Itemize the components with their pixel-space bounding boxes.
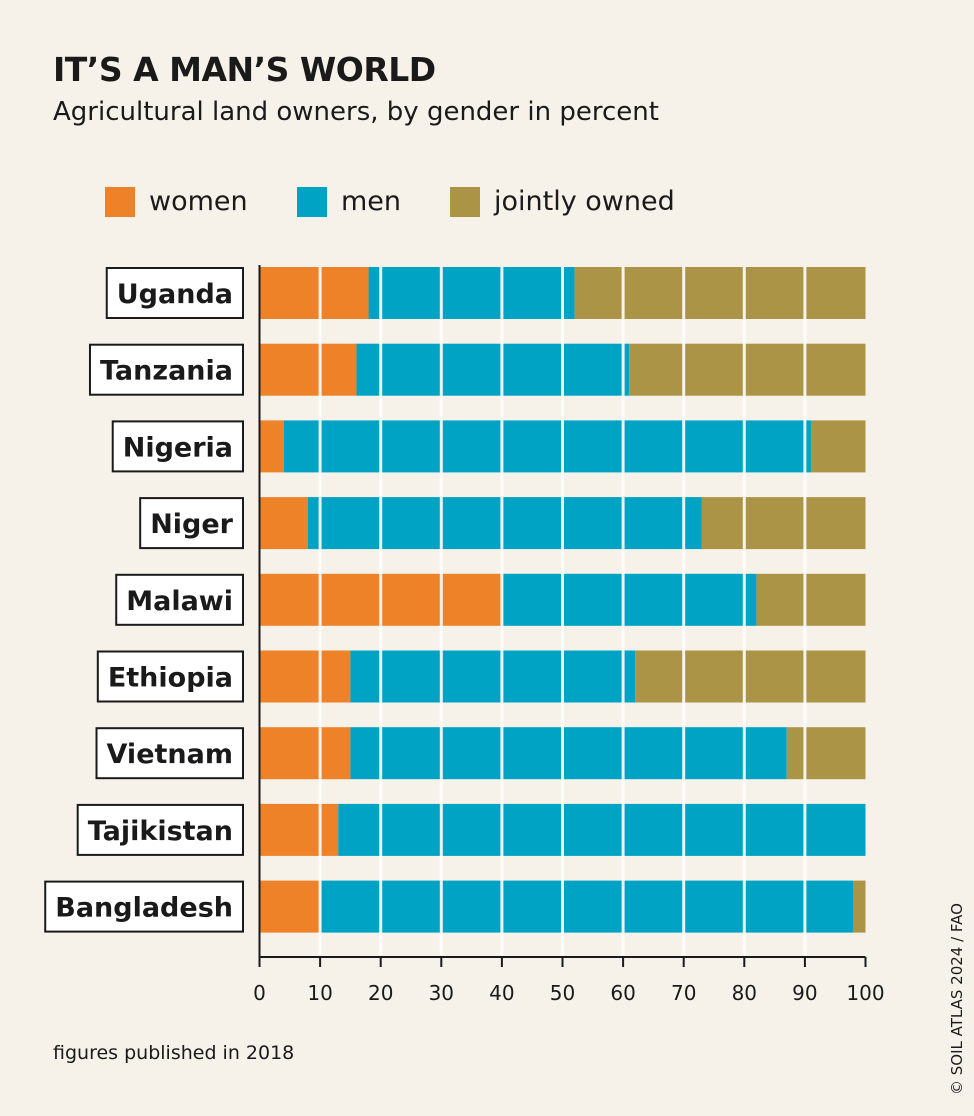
- category-label-box-uganda: [105, 267, 244, 319]
- bar-jointly-owned-vietnam: [786, 727, 866, 780]
- x-tick-label-50: 50: [550, 981, 575, 1005]
- bar-men-tajikistan: [338, 803, 866, 856]
- bar-men-nigeria: [283, 420, 811, 473]
- x-tick-label-70: 70: [671, 981, 696, 1005]
- bar-jointly-owned-bangladesh: [853, 880, 866, 933]
- legend-swatch-jointly-owned: [450, 186, 480, 217]
- bar-men-bangladesh: [320, 880, 854, 933]
- category-label-box-vietnam: [95, 727, 244, 780]
- bar-jointly-owned-uganda: [574, 267, 866, 319]
- bar-jointly-owned-niger: [701, 497, 866, 550]
- category-label-box-malawi: [115, 573, 244, 626]
- footnote: figures published in 2018: [53, 1042, 295, 1064]
- bar-jointly-owned-nigeria: [810, 420, 866, 473]
- legend-label-jointly-owned: jointly owned: [494, 186, 675, 217]
- category-label-tanzania: Tanzania: [100, 356, 233, 387]
- x-tick-label-20: 20: [368, 981, 393, 1005]
- bar-jointly-owned-ethiopia: [635, 650, 866, 703]
- legend-swatch-men: [297, 186, 327, 217]
- category-label-nigeria: Nigeria: [123, 432, 233, 463]
- x-tick-label-30: 30: [429, 981, 454, 1005]
- bar-women-ethiopia: [259, 650, 351, 703]
- category-label-box-niger: [139, 497, 244, 550]
- bar-men-ethiopia: [350, 650, 636, 703]
- x-tick-label-60: 60: [610, 981, 635, 1005]
- x-tick-label-40: 40: [489, 981, 514, 1005]
- bar-men-uganda: [368, 267, 575, 319]
- bar-jointly-owned-malawi: [756, 573, 866, 626]
- category-label-uganda: Uganda: [117, 279, 233, 310]
- legend-label-women: women: [149, 186, 248, 217]
- bar-women-nigeria: [259, 420, 284, 473]
- category-label-box-nigeria: [111, 420, 244, 473]
- legend-item-women: women: [105, 186, 248, 217]
- bar-women-bangladesh: [259, 880, 321, 933]
- bar-women-tajikistan: [259, 803, 339, 856]
- chart-subtitle: Agricultural land owners, by gender in p…: [53, 97, 659, 127]
- category-label-box-tajikistan: [76, 803, 244, 856]
- x-tick-label-0: 0: [253, 981, 266, 1005]
- category-label-vietnam: Vietnam: [107, 739, 233, 770]
- category-label-box-ethiopia: [96, 650, 244, 703]
- bar-women-niger: [259, 497, 308, 550]
- category-label-box-tanzania: [88, 343, 244, 396]
- category-label-tajikistan: Tajikistan: [88, 816, 233, 847]
- bar-jointly-owned-tanzania: [629, 343, 866, 396]
- bar-women-tanzania: [259, 343, 357, 396]
- x-tick-label-80: 80: [732, 981, 757, 1005]
- bar-men-tanzania: [356, 343, 630, 396]
- bar-women-uganda: [259, 267, 369, 319]
- legend-label-men: men: [341, 186, 402, 217]
- bar-men-malawi: [501, 573, 757, 626]
- chart-title: IT’S A MAN’S WORLD: [53, 50, 436, 89]
- bar-women-vietnam: [259, 727, 351, 780]
- x-tick-label-100: 100: [846, 981, 884, 1005]
- category-label-malawi: Malawi: [126, 586, 233, 617]
- category-label-box-bangladesh: [44, 880, 244, 933]
- category-label-ethiopia: Ethiopia: [108, 663, 233, 694]
- x-tick-label-10: 10: [307, 981, 332, 1005]
- legend-swatch-women: [105, 186, 135, 217]
- x-tick-label-90: 90: [792, 981, 817, 1005]
- bar-men-vietnam: [350, 727, 787, 780]
- legend-item-jointly-owned: jointly owned: [450, 186, 675, 217]
- category-label-bangladesh: Bangladesh: [55, 893, 233, 924]
- legend-item-men: men: [297, 186, 401, 217]
- source-credit: © SOIL ATLAS 2024 / FAO: [948, 903, 966, 1095]
- bar-men-niger: [307, 497, 702, 550]
- category-label-niger: Niger: [150, 509, 233, 540]
